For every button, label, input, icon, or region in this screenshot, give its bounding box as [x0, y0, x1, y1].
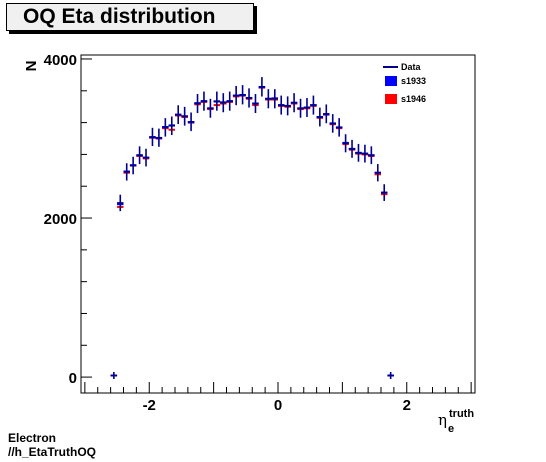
- x-tick-label: 2: [403, 397, 411, 414]
- legend-label-s1933: s1933: [401, 76, 426, 86]
- y-tick-label: 4000: [44, 52, 77, 69]
- legend-label-s1946: s1946: [401, 94, 426, 104]
- axes: -2 0 2 0 2000 4000: [44, 52, 472, 414]
- x-tick-label: 0: [274, 397, 282, 414]
- x-axis-label-superscript: truth: [449, 408, 474, 420]
- plot-frame: [80, 54, 476, 394]
- y-tick-label: 0: [69, 370, 77, 387]
- x-axis-label: η e truth: [438, 408, 474, 435]
- x-axis-label-base: η: [438, 411, 447, 429]
- x-tick-label: -2: [143, 397, 156, 414]
- legend: Data s1933 s1946: [378, 58, 464, 106]
- legend-label-data: Data: [401, 62, 422, 72]
- chart-title: OQ Eta distribution: [6, 3, 254, 31]
- series-data: [110, 77, 394, 380]
- y-axis-label: N: [23, 61, 40, 72]
- x-axis-label-subscript: e: [448, 423, 454, 435]
- data-markers: [110, 77, 394, 380]
- legend-swatch-s1946: [385, 94, 397, 104]
- footer-particle-label: Electron: [8, 431, 57, 445]
- legend-swatch-s1933: [385, 76, 397, 86]
- footer-histogram-path: //h_EtaTruthOQ: [8, 445, 97, 459]
- y-tick-label: 2000: [44, 211, 77, 228]
